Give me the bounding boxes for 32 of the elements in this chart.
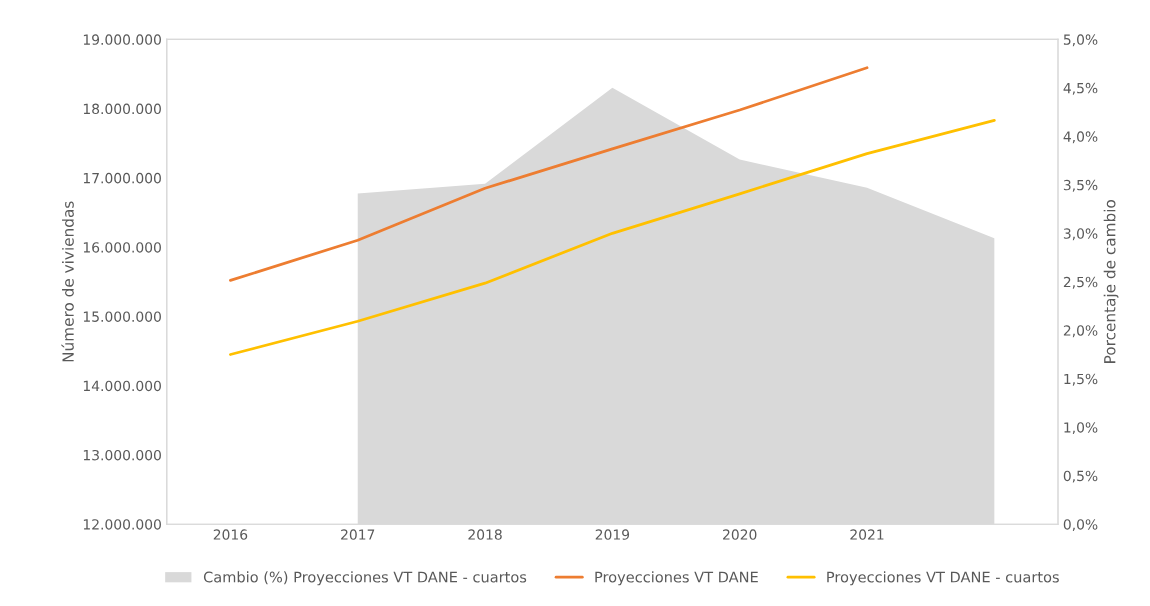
line-series [229,119,996,356]
y-tick-label: 15.000.000 [83,311,161,322]
y-tick-label: 13.000.000 [83,449,161,461]
legend-label: Proyecciones VT DANE - cuartos [827,571,1059,586]
x-tick-label: 2019 [595,529,630,540]
y2-tick-label: 2,0% [1063,325,1098,338]
line-series [229,66,869,282]
x-tick-label: 2020 [723,529,757,540]
y2-tick-label: 0,0% [1063,519,1098,532]
y-tick-label: 12.000.000 [83,519,161,530]
y2-tick-label: 1,5% [1064,373,1098,386]
y2-tick-label: 2,5% [1063,276,1098,289]
x-tick-label: 2017 [341,529,375,540]
y-axis-title: Número de viviendas [61,201,74,362]
legend-label: Cambio (%) Proyecciones VT DANE - cuartos [203,571,527,586]
x-tick-label: 2016 [213,529,248,540]
y2-tick-label: 0,5% [1063,470,1098,483]
y2-axis-title: Porcentaje de cambio [1103,200,1119,363]
y-tick-label: 19.000.000 [83,34,161,45]
y2-tick-label: 5,0% [1063,34,1098,47]
y-tick-label: 17.000.000 [83,172,161,184]
x-tick-label: 2018 [468,529,502,540]
y-tick-label: 14.000.000 [83,380,161,392]
y-tick-label: 18.000.000 [83,103,161,115]
legend-label: Proyecciones VT DANE [595,571,758,586]
y2-tick-label: 1,0% [1064,422,1098,435]
y2-tick-label: 3,0% [1063,228,1098,241]
y2-tick-label: 3,5% [1063,179,1098,192]
x-tick-label: 2021 [850,529,884,540]
y-tick-label: 16.000.000 [83,242,161,253]
y2-tick-label: 4,0% [1063,131,1098,144]
y2-tick-label: 4,5% [1063,82,1098,95]
